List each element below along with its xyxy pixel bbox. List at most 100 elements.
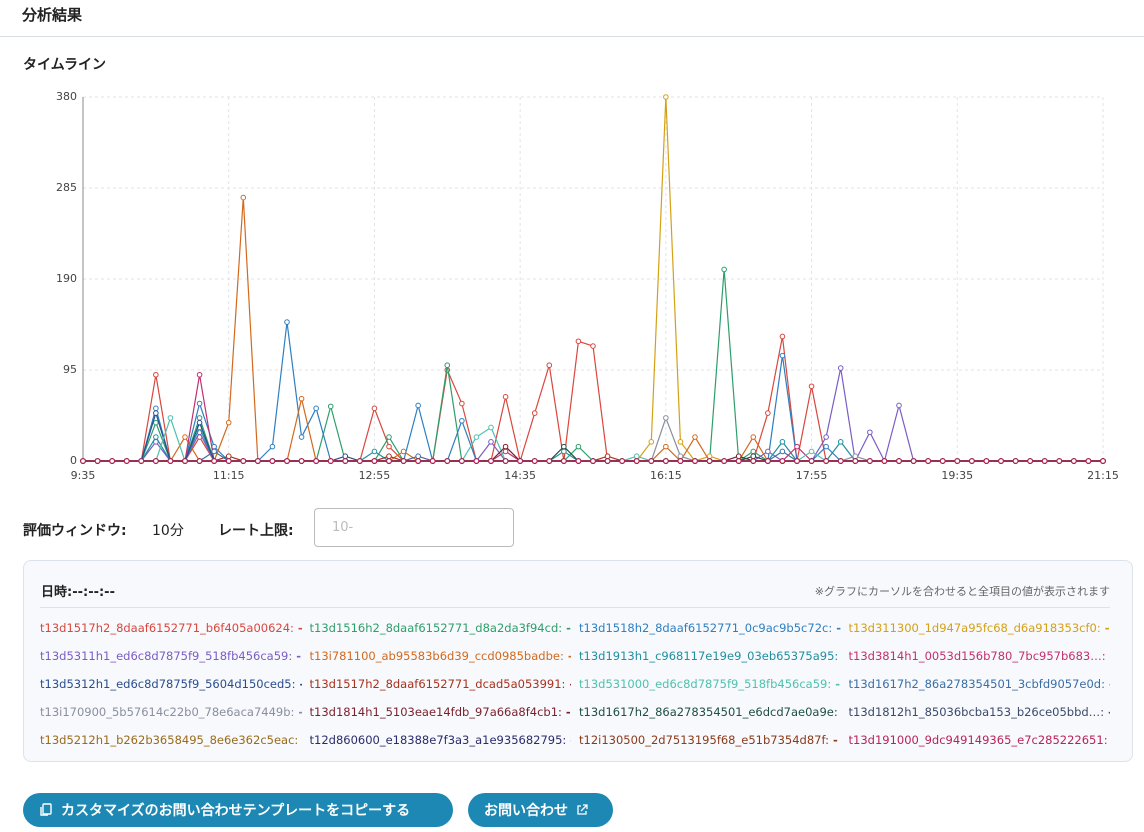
x-tick-label: 12:55 [359, 469, 391, 482]
point [459, 417, 465, 424]
point [240, 458, 247, 464]
legend-label: t13d531000_ed6c8d7875f9_518fb456ca59 [579, 677, 828, 691]
point [677, 453, 684, 460]
legend-separator: : [290, 621, 294, 635]
point [648, 458, 655, 464]
point [546, 362, 553, 369]
legend-value: - [569, 677, 571, 691]
point [459, 400, 465, 407]
legend-value: - [298, 621, 302, 635]
series-line [83, 416, 1103, 462]
point [998, 458, 1004, 464]
point [852, 458, 859, 464]
legend-separator: : [1101, 677, 1105, 691]
legend-label: t13d1517h2_8daaf6152771_dcad5a053991 [309, 677, 562, 691]
point [225, 419, 232, 426]
point [211, 458, 217, 464]
legend-label: t13d191000_9dc949149365_e7c285222651 [848, 733, 1104, 747]
point [429, 458, 436, 464]
panel-hint: ※グラフにカーソルを合わせると全項目の値が表示されます [814, 585, 1110, 598]
series-line [83, 416, 1103, 462]
point [298, 458, 305, 464]
point [692, 434, 698, 440]
point [400, 448, 407, 455]
point [561, 458, 567, 464]
point [663, 94, 669, 100]
point [1100, 458, 1106, 464]
point [488, 439, 494, 445]
legend-separator: : [833, 705, 838, 719]
legend-label: t13d5212h1_b262b3658495_8e6e362c5eac [40, 733, 295, 747]
point [823, 458, 829, 464]
legend-separator: : [291, 677, 296, 691]
series-line [83, 374, 1103, 462]
legend-label: t13d1617h2_86a278354501_3cbfd9057e0d [848, 677, 1102, 691]
legend-item: t13d1913h1_c968117e19e9_03eb65375a95:- [579, 649, 841, 667]
timeline-chart[interactable]: 0 95 190 285 380 9:35 11:15 12:55 14:35 16:15 17:5… [0, 80, 1144, 490]
legend-value: - [1109, 677, 1110, 691]
point [386, 434, 392, 440]
point [808, 448, 815, 455]
point [633, 453, 640, 460]
legend-label: t12d860600_e18388e7f3a3_a1e935682795 [309, 733, 563, 747]
point [837, 458, 844, 464]
point [561, 448, 567, 455]
point [488, 424, 494, 431]
legend-item: t13i170900_5b57614c22b0_78e6aca7449b:- [40, 705, 302, 723]
external-icon [577, 804, 588, 815]
divider [40, 607, 1110, 608]
point [196, 415, 203, 421]
y-tick-label: 380 [56, 90, 77, 103]
contact-button[interactable]: お問い合わせ [468, 793, 613, 827]
series-line [83, 367, 1103, 463]
point [459, 458, 465, 464]
point [386, 458, 392, 464]
point [750, 434, 757, 440]
point [735, 453, 742, 460]
legend-separator: : [290, 705, 295, 719]
legend-item: t13d1518h2_8daaf6152771_0c9ac9b5c72c:- [579, 621, 841, 639]
point [342, 458, 349, 464]
legend-value: - [1108, 705, 1110, 719]
series-line [83, 322, 1103, 462]
point [939, 458, 946, 464]
legend-item: t13i781100_ab95583b6d39_ccd0985badbe:- [310, 649, 572, 667]
point [269, 458, 276, 464]
legend-item: t13d5312h1_ed6c8d7875f9_5604d150ced5:- [40, 677, 302, 695]
point [386, 443, 392, 450]
x-tick-label: 14:35 [504, 469, 536, 482]
point [794, 443, 800, 450]
point [269, 443, 276, 450]
y-tick-label: 285 [56, 181, 77, 194]
point [779, 352, 786, 359]
legend-separator: : [834, 649, 839, 663]
point [386, 453, 392, 460]
copy-label: カスタマイズのお問い合わせテンプレートをコピーする [61, 803, 411, 819]
legend-separator: : [294, 733, 299, 747]
legend-value: - [565, 705, 571, 719]
rate-input[interactable]: 10- [314, 508, 514, 547]
point [867, 458, 873, 464]
point [473, 434, 480, 440]
point [969, 458, 975, 464]
point [590, 343, 596, 349]
x-tick-label: 9:35 [71, 469, 96, 482]
point [925, 458, 931, 464]
x-tick-label: 16:15 [650, 469, 682, 482]
point [517, 458, 523, 464]
point [910, 458, 917, 464]
point [779, 448, 786, 455]
point [371, 458, 378, 464]
point [415, 402, 421, 409]
point [167, 458, 174, 464]
point [896, 458, 902, 464]
point [240, 194, 247, 201]
copy-button[interactable]: カスタマイズのお問い合わせテンプレートをコピーする [23, 793, 453, 827]
point [561, 443, 567, 450]
point [196, 419, 203, 426]
point [633, 458, 640, 464]
point [153, 419, 159, 426]
legend-separator: : [828, 621, 833, 635]
panel-title: 日時:--:--:-- [41, 585, 115, 600]
